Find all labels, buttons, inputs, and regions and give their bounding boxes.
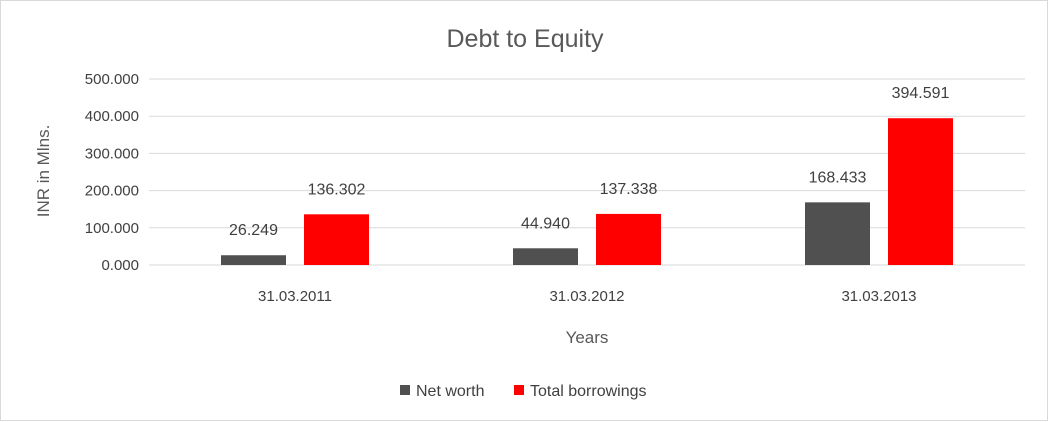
bar-net-worth-31-03-2011 xyxy=(221,255,286,265)
y-tick-label: 200.000 xyxy=(85,183,139,200)
x-tick-labels: 31.03.2011 31.03.2012 31.03.2013 xyxy=(258,288,917,305)
data-labels: 26.249 136.302 44.940 137.338 168.433 394.591 xyxy=(229,85,949,239)
x-tick-label: 31.03.2011 xyxy=(258,288,332,305)
data-label-total-borrowings: 394.591 xyxy=(892,85,950,102)
legend-label-total-borrowings: Total borrowings xyxy=(530,383,647,400)
data-label-net-worth: 26.249 xyxy=(229,222,278,239)
x-axis-title: Years xyxy=(566,328,609,347)
legend-label-net-worth: Net worth xyxy=(416,383,484,400)
bar-net-worth-31-03-2012 xyxy=(513,248,578,265)
x-tick-label: 31.03.2013 xyxy=(841,288,916,305)
bar-net-worth-31-03-2013 xyxy=(805,202,870,265)
x-tick-label: 31.03.2012 xyxy=(549,288,624,305)
bars xyxy=(221,118,953,265)
legend: Net worth Total borrowings xyxy=(400,383,647,400)
bar-total-borrowings-31-03-2011 xyxy=(304,214,369,265)
legend-swatch-total-borrowings xyxy=(514,385,524,395)
y-tick-label: 0.000 xyxy=(101,257,139,274)
legend-swatch-net-worth xyxy=(400,385,410,395)
y-tick-label: 300.000 xyxy=(85,145,139,162)
y-tick-label: 500.000 xyxy=(85,71,139,88)
data-label-net-worth: 168.433 xyxy=(809,169,867,186)
y-tick-labels: 0.000 100.000 200.000 300.000 400.000 500.000 xyxy=(85,71,139,274)
bar-total-borrowings-31-03-2012 xyxy=(596,213,661,265)
data-label-net-worth: 44.940 xyxy=(521,215,570,232)
bar-total-borrowings-31-03-2013 xyxy=(888,118,953,265)
chart-title: Debt to Equity xyxy=(446,25,604,53)
y-tick-label: 100.000 xyxy=(85,220,139,237)
data-label-total-borrowings: 136.302 xyxy=(308,181,366,198)
y-tick-label: 400.000 xyxy=(85,108,139,125)
grid-lines xyxy=(149,78,1025,266)
data-label-total-borrowings: 137.338 xyxy=(600,181,658,198)
y-axis-title: INR in Mlns. xyxy=(34,125,53,218)
